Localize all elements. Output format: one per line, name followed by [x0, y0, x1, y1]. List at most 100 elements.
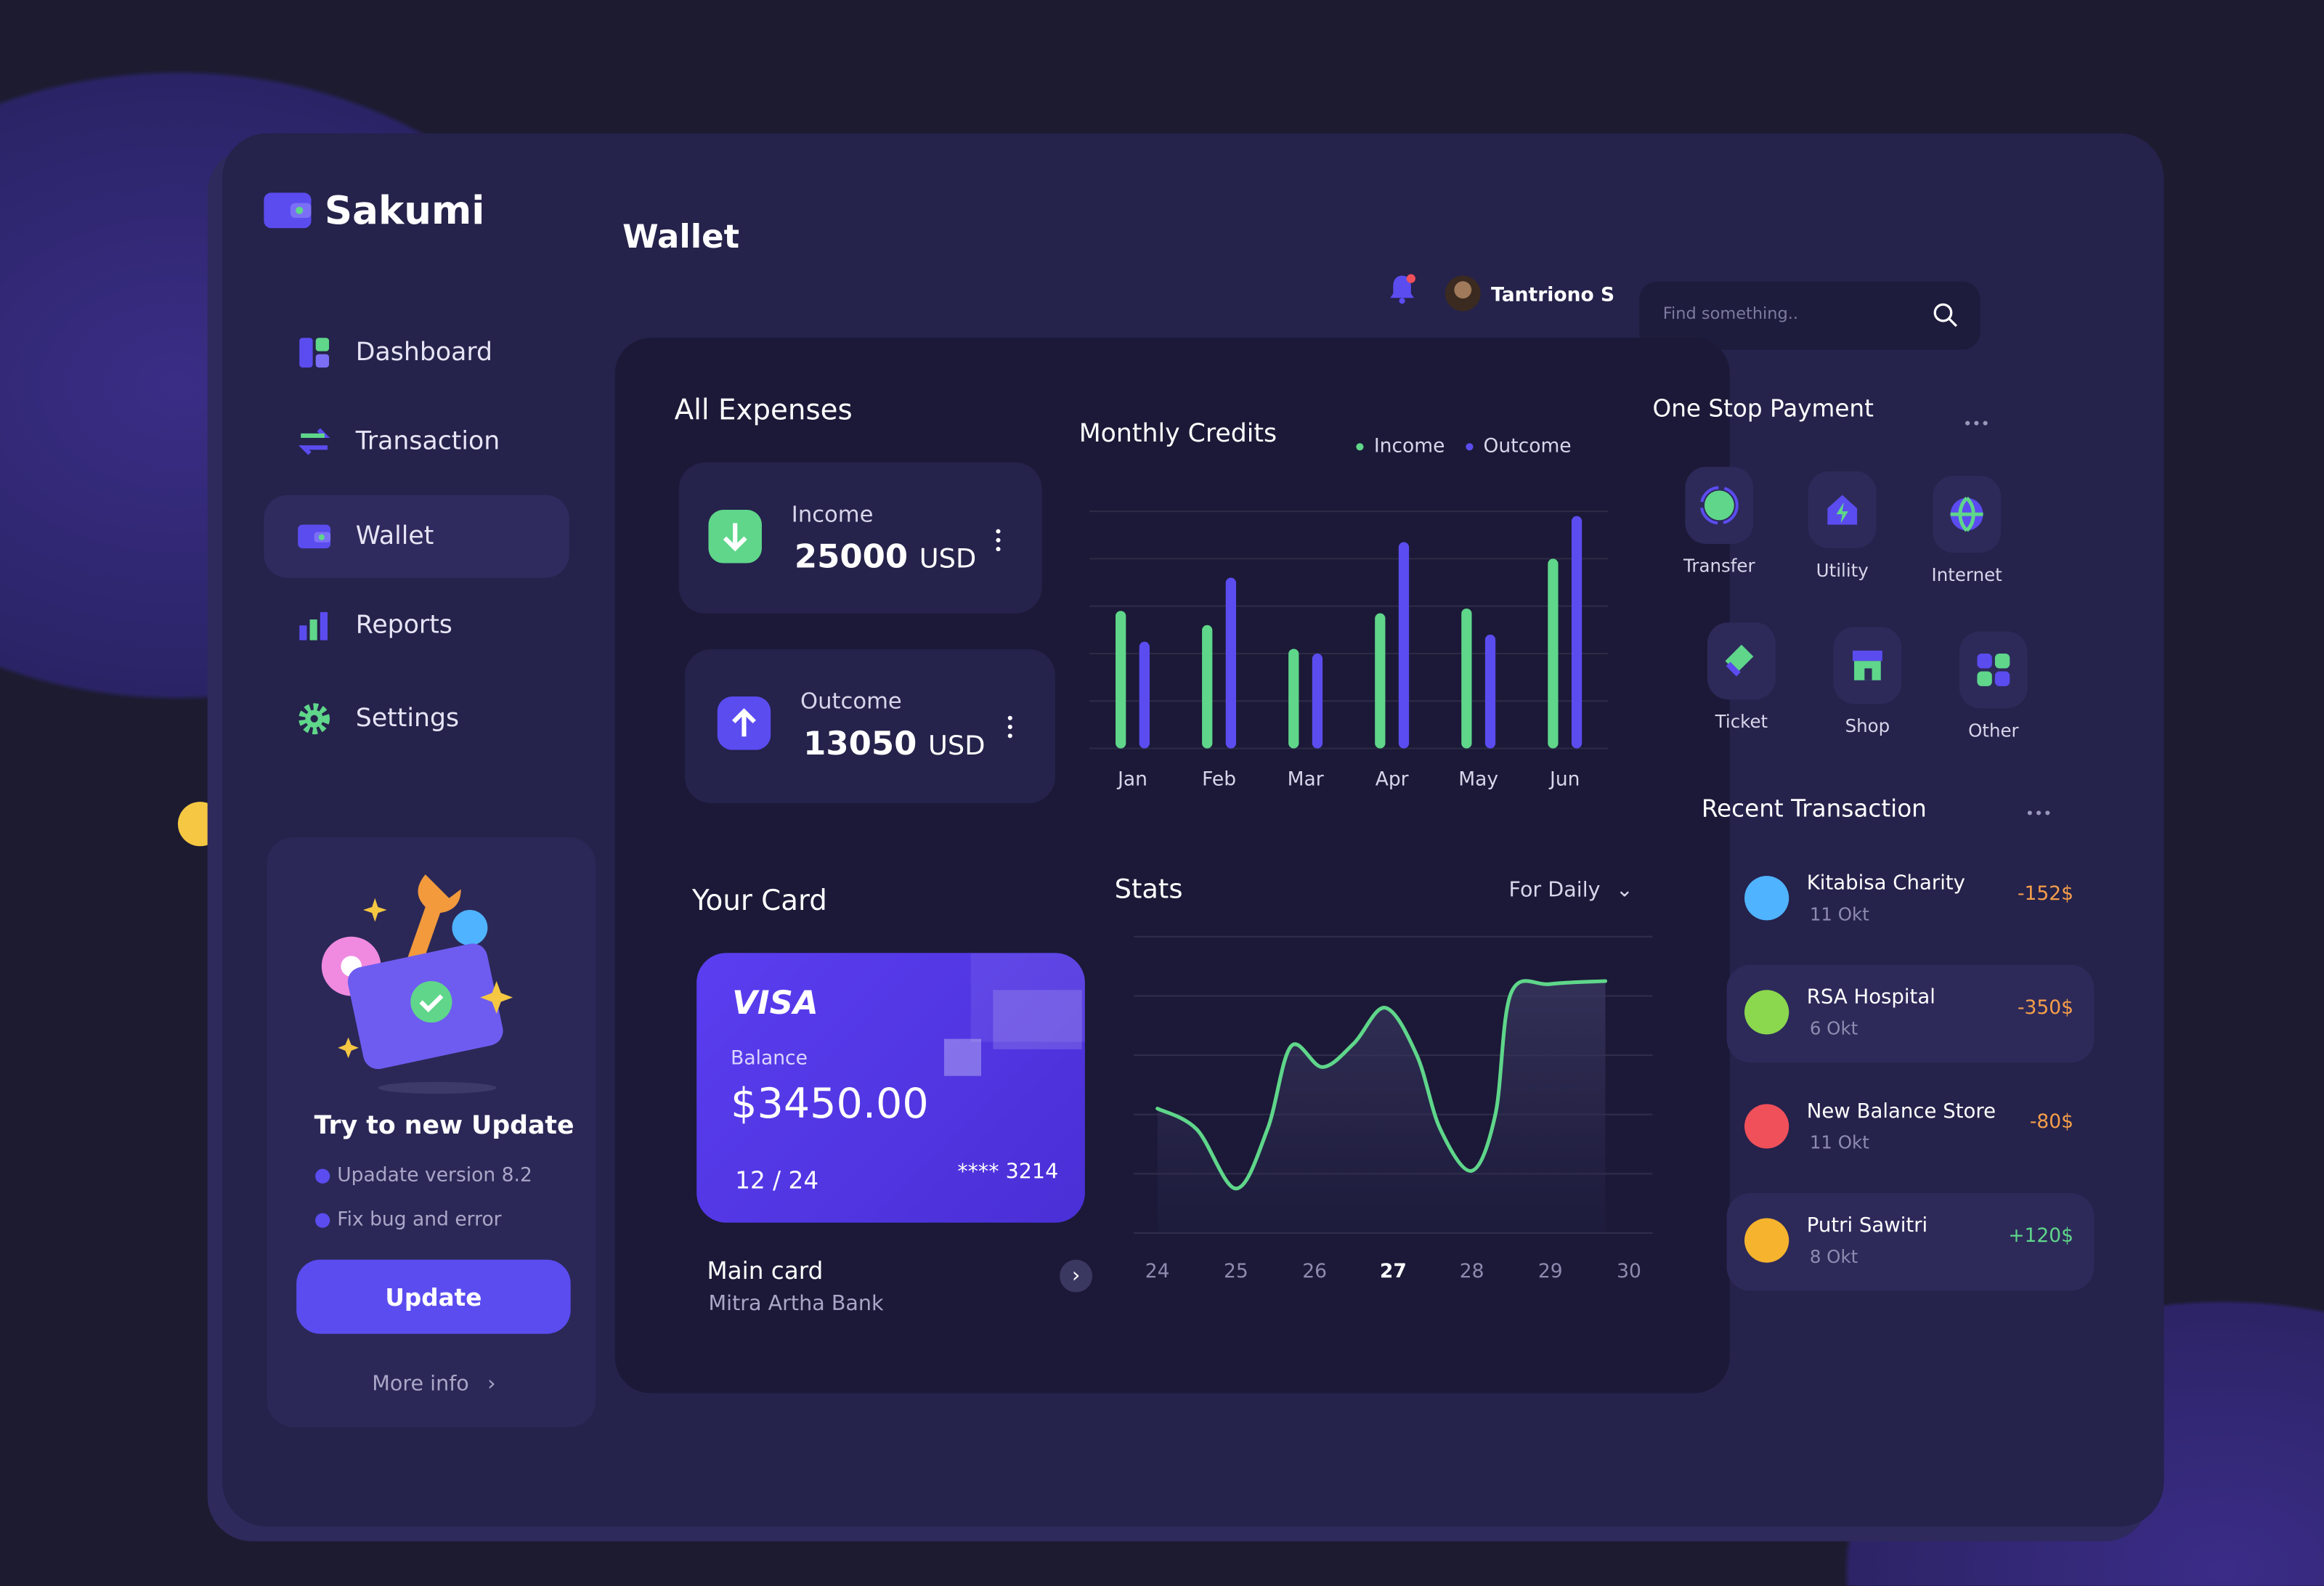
nav-item[interactable]: Wallet	[264, 495, 569, 578]
update-item-text: Upadate version 8.2	[337, 1165, 532, 1187]
other-glyph	[1977, 653, 2010, 686]
payment-label: Transfer	[1683, 556, 1755, 577]
bar	[1398, 542, 1410, 749]
transaction-name: RSA Hospital	[1806, 985, 1935, 1009]
internet-glyph	[1950, 496, 1983, 532]
transaction-row[interactable]: RSA Hospital 6 Okt -350$	[1726, 964, 2095, 1063]
payment-item[interactable]: Shop	[1808, 627, 1927, 736]
brand: Sakumi	[324, 190, 485, 235]
bar	[1139, 641, 1150, 749]
transaction-date: 6 Okt	[1809, 1018, 1858, 1039]
card-brand: VISA	[732, 985, 818, 1023]
nav-item[interactable]: Dashboard	[264, 312, 569, 394]
nav-item[interactable]: Reports	[264, 584, 569, 667]
outcome-icon	[717, 696, 771, 750]
outcome-card: Outcome 13050 USD	[684, 648, 1056, 804]
user-avatar[interactable]	[1445, 275, 1481, 312]
utility-glyph	[1827, 495, 1858, 525]
stats-filter[interactable]: For Daily ⌄	[1508, 879, 1633, 903]
x-tick-label: 26	[1302, 1260, 1327, 1282]
nav-item[interactable]: Settings	[264, 678, 569, 760]
transfer-glyph	[1699, 486, 1739, 525]
update-button[interactable]: Update	[296, 1259, 571, 1334]
income-unit: USD	[919, 543, 977, 575]
outcome-value: 13050 USD	[803, 726, 985, 763]
income-icon	[708, 510, 762, 564]
card-next-button[interactable]: ›	[1060, 1259, 1093, 1293]
more-info-link[interactable]: More info ›	[372, 1372, 496, 1396]
payment-icon	[1685, 466, 1754, 544]
legend-dot	[1356, 443, 1364, 451]
line-chart: 24 25 26 27 28 29 30	[1134, 935, 1653, 1282]
income-value: 25000 USD	[795, 540, 976, 577]
bar	[1312, 653, 1323, 749]
bar	[1375, 613, 1386, 749]
card-name: Main card	[707, 1256, 824, 1285]
update-illustration	[321, 874, 513, 1094]
update-title: Try to new Update	[314, 1111, 574, 1142]
shop-glyph	[1853, 650, 1882, 680]
bar	[1571, 516, 1582, 749]
transaction-name: Putri Sawitri	[1806, 1213, 1928, 1238]
update-button-label: Update	[385, 1282, 482, 1312]
user-name: Tantriono S	[1491, 284, 1615, 307]
income-label: Income	[791, 500, 874, 528]
payment-item[interactable]: Transfer	[1660, 466, 1779, 577]
outcome-menu[interactable]	[1007, 715, 1012, 739]
payment-icon	[1707, 622, 1776, 700]
x-tick-label: Jan	[1116, 768, 1147, 791]
payments-title: One Stop Payment	[1652, 394, 1874, 423]
transaction-row[interactable]: New Balance Store 11 Okt -80$	[1727, 1079, 2095, 1177]
income-menu[interactable]	[996, 529, 1001, 552]
search-box[interactable]: Find something..	[1639, 281, 1980, 350]
payment-item[interactable]: Utility	[1783, 471, 1901, 581]
bar	[1116, 611, 1126, 749]
payment-label: Ticket	[1715, 711, 1768, 733]
balance-value: $3450.00	[731, 1078, 929, 1128]
transaction-icon	[1744, 1104, 1789, 1149]
transaction-row[interactable]: Kitabisa Charity 11 Okt -152$	[1727, 850, 2095, 948]
payment-item[interactable]: Ticket	[1682, 622, 1800, 732]
notification-bell[interactable]	[1387, 273, 1417, 306]
nav-item[interactable]: Transaction	[264, 400, 569, 483]
bar-chart: Jan Feb Mar Apr May Jun	[1089, 511, 1609, 791]
transactions-menu[interactable]	[2027, 810, 2050, 816]
x-tick-label: Mar	[1288, 768, 1324, 791]
legend-dot	[1466, 443, 1474, 451]
visa-card[interactable]: VISA Balance $3450.00 12 / 24 **** 3214	[696, 953, 1085, 1223]
nav-label: Wallet	[355, 521, 434, 552]
payment-item[interactable]: Other	[1934, 631, 2052, 741]
x-tick-label: 27	[1380, 1260, 1407, 1282]
payment-label: Internet	[1931, 564, 2002, 586]
stats-filter-label: For Daily	[1508, 879, 1601, 903]
income-card: Income 25000 USD	[678, 462, 1042, 614]
x-tick-label: 25	[1224, 1260, 1248, 1282]
transaction-amount: +120$	[2008, 1225, 2074, 1248]
card-section-title: Your Card	[692, 884, 827, 918]
income-amount: 25000	[794, 539, 909, 577]
arrow-up	[732, 708, 756, 737]
transaction-row[interactable]: Putri Sawitri 8 Okt +120$	[1726, 1192, 2095, 1291]
x-tick-label: Jun	[1548, 768, 1580, 791]
transaction-icon	[1744, 1218, 1789, 1263]
search-placeholder: Find something..	[1662, 304, 1799, 323]
logo-icon	[264, 192, 312, 229]
payment-label: Other	[1968, 720, 2019, 741]
transaction-date: 11 Okt	[1809, 1132, 1869, 1153]
legend: Income Outcome	[1356, 436, 1572, 458]
transactions-title: Recent Transaction	[1701, 794, 1927, 823]
transaction-name: Kitabisa Charity	[1806, 871, 1965, 895]
nav-icon	[298, 703, 330, 735]
outcome-label: Outcome	[800, 687, 902, 715]
balance-label: Balance	[731, 1047, 808, 1070]
update-item: ● Fix bug and error	[314, 1209, 502, 1232]
nav-icon	[299, 611, 328, 640]
nav-icon	[298, 428, 330, 455]
x-tick-label: 28	[1460, 1260, 1484, 1282]
payment-item[interactable]: Internet	[1908, 476, 2026, 585]
nav-label: Reports	[355, 610, 452, 640]
transaction-icon	[1744, 876, 1789, 921]
payments-menu[interactable]	[1965, 420, 1988, 426]
x-tick-label: 29	[1538, 1260, 1563, 1282]
payment-label: Shop	[1845, 715, 1890, 737]
